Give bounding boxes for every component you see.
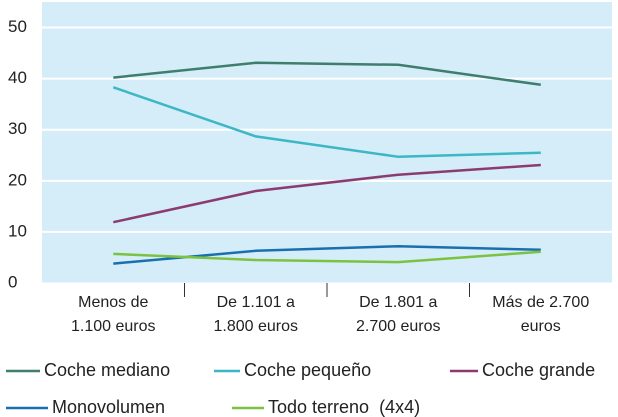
series-line (113, 250, 541, 264)
x-tick-label: Menos de (78, 294, 148, 311)
x-tick-label: 1.100 euros (71, 318, 156, 335)
y-tick-label: 40 (8, 68, 27, 87)
legend-label: Todo terreno (4x4) (268, 397, 420, 417)
x-tick-label: euros (521, 318, 561, 335)
x-tick-label: 1.800 euros (213, 318, 298, 335)
legend-label: Coche grande (482, 360, 595, 380)
y-tick-label: 20 (8, 170, 27, 189)
legend-label: Coche mediano (44, 360, 170, 380)
y-tick-label: 50 (8, 17, 27, 36)
legend-label: Monovolumen (52, 397, 165, 417)
y-tick-label: 0 (8, 272, 17, 291)
legend-label: Coche pequeño (244, 360, 371, 380)
series-line (113, 61, 541, 87)
plot-background (42, 2, 612, 283)
y-tick-label: 30 (8, 119, 27, 138)
x-tick-label: De 1.801 a (359, 294, 437, 311)
y-tick-label: 10 (8, 221, 27, 240)
series-line (112, 86, 541, 159)
series-line (113, 163, 541, 224)
x-tick-label: Más de 2.700 (492, 294, 589, 311)
x-tick-label: 2.700 euros (356, 318, 441, 335)
x-tick-label: De 1.101 a (217, 294, 295, 311)
